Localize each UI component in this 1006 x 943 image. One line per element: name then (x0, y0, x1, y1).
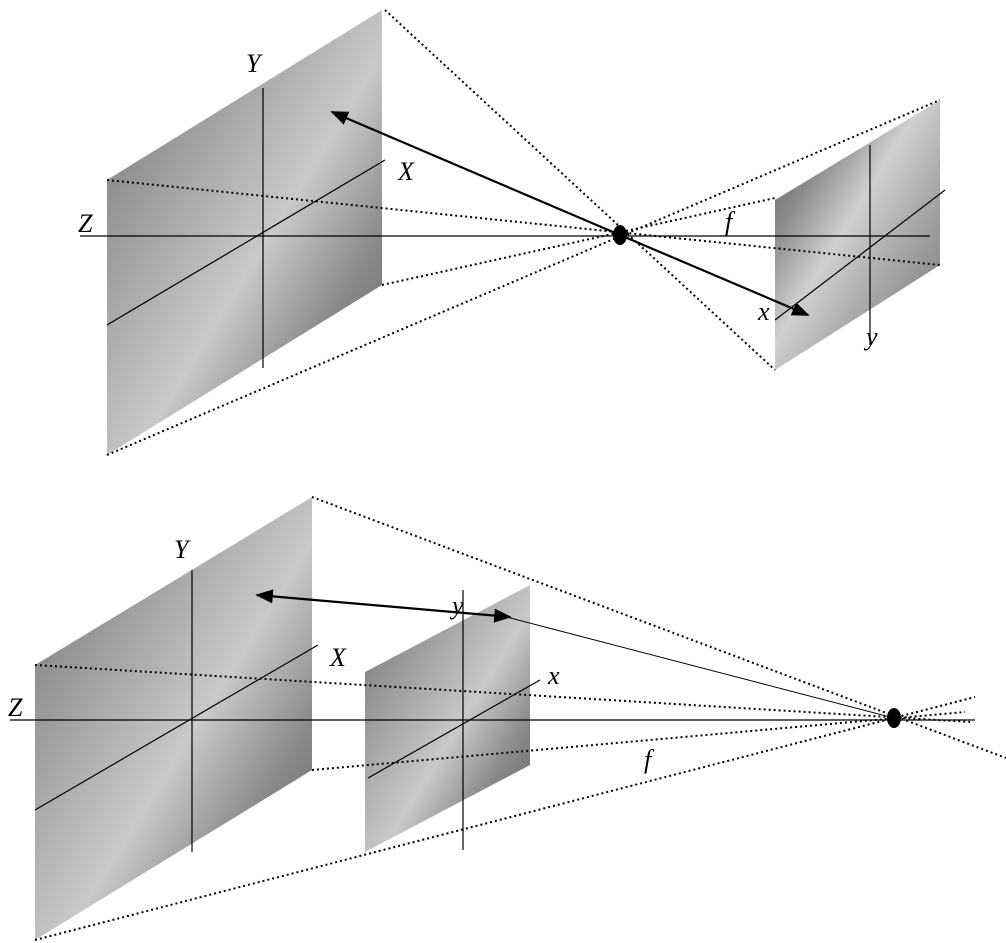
label-y: y (449, 591, 464, 620)
object-plane (107, 10, 382, 455)
label-Y: Y (174, 535, 191, 564)
label-x: x (547, 661, 560, 690)
label-Z: Z (8, 693, 23, 722)
image-plane (775, 100, 940, 370)
label-f: f (725, 207, 736, 236)
projection-ray (385, 10, 775, 370)
label-Y: Y (246, 49, 263, 78)
image-plane (365, 585, 530, 852)
label-X: X (329, 643, 347, 672)
pinhole-diagram: Y X Z f x y Y X Z y x f (0, 0, 1006, 943)
top-panel: Y X Z f x y (78, 10, 945, 455)
page: {"top_panel": {"world_labels": {"Y": "Y"… (0, 0, 1006, 943)
label-f: f (644, 745, 655, 774)
projection-ray (382, 198, 775, 285)
label-y: y (863, 322, 878, 351)
label-Z: Z (78, 209, 93, 238)
bottom-panel: Y X Z y x f (8, 497, 1006, 940)
pinhole (887, 708, 901, 728)
pinhole (613, 225, 627, 245)
label-x: x (757, 297, 770, 326)
label-X: X (397, 157, 415, 186)
